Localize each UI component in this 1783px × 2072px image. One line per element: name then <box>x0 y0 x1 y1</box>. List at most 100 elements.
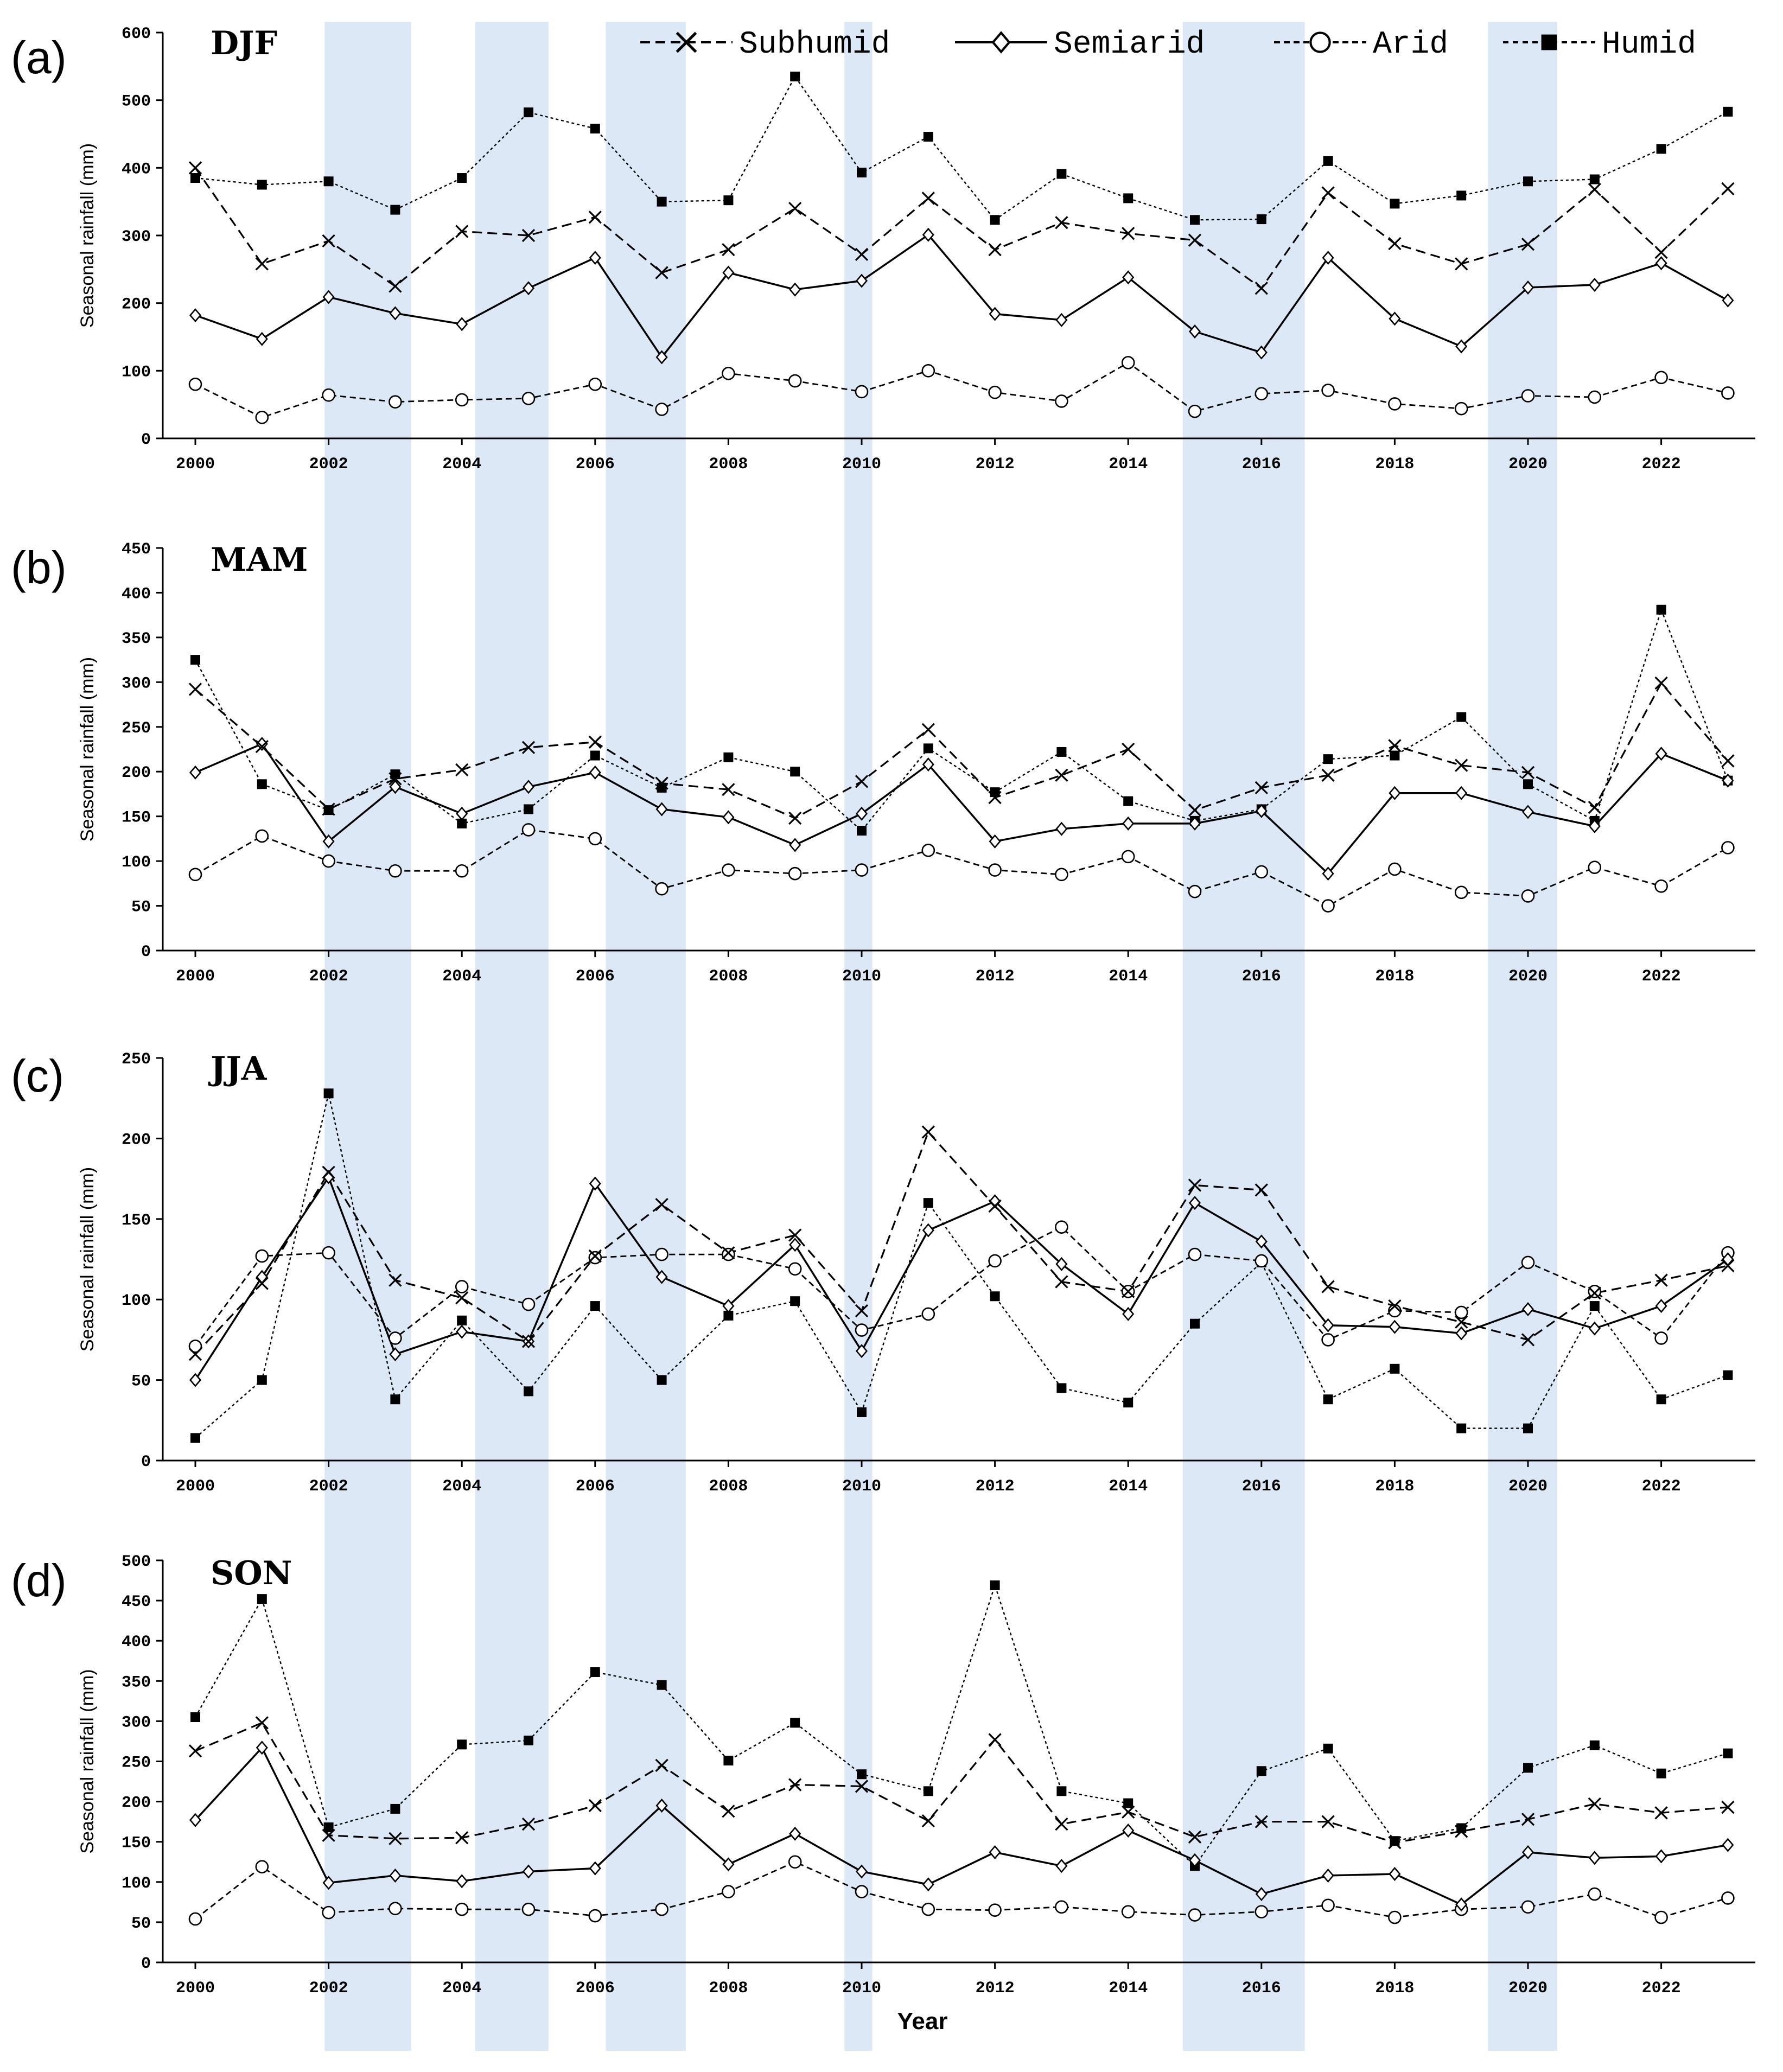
y-tick-label: 100 <box>122 363 151 381</box>
data-point-subhumid <box>1188 233 1202 247</box>
y-tick-label: 50 <box>131 1373 151 1391</box>
data-point-subhumid <box>1521 766 1535 780</box>
x-tick-label: 2022 <box>1642 967 1681 986</box>
data-point-semiarid <box>456 1874 468 1889</box>
data-point-subhumid <box>655 1758 668 1773</box>
data-point-subhumid <box>1055 1275 1068 1289</box>
data-point-semiarid <box>1521 280 1534 295</box>
x-tick-label: 2008 <box>709 967 748 986</box>
data-point-arid <box>722 367 735 380</box>
data-point-humid <box>1390 1836 1400 1846</box>
data-point-semiarid <box>789 1826 801 1841</box>
legend-label-arid: Arid <box>1373 27 1448 62</box>
data-point-subhumid <box>788 811 802 825</box>
data-point-subhumid <box>1721 1259 1735 1273</box>
data-point-subhumid <box>1122 1285 1135 1298</box>
data-point-humid <box>457 1739 467 1750</box>
x-tick-label: 2006 <box>576 1477 615 1496</box>
x-tick-label: 2012 <box>976 967 1015 986</box>
data-point-arid <box>1588 390 1602 404</box>
data-point-arid <box>655 1247 668 1261</box>
data-point-subhumid <box>1055 216 1068 229</box>
data-point-subhumid <box>722 1805 735 1818</box>
data-point-subhumid <box>788 1228 802 1242</box>
data-point-arid <box>322 1246 335 1260</box>
data-point-arid <box>1588 860 1602 874</box>
data-point-semiarid <box>456 317 468 331</box>
data-point-arid <box>1721 841 1735 855</box>
data-point-arid <box>588 1251 602 1265</box>
season-title: SON <box>211 1554 292 1592</box>
data-point-arid <box>1055 1900 1068 1914</box>
data-point-subhumid <box>389 1273 402 1287</box>
x-tick-label: 2006 <box>576 967 615 986</box>
data-point-semiarid <box>855 1864 868 1879</box>
x-tick-label: 2002 <box>309 1477 348 1496</box>
data-point-semiarid <box>855 273 868 288</box>
data-point-humid <box>190 173 200 183</box>
legend-label-humid: Humid <box>1602 27 1696 62</box>
data-point-semiarid <box>722 1857 735 1872</box>
data-point-arid <box>1321 1898 1335 1912</box>
y-tick-label: 250 <box>122 1754 151 1773</box>
series-line-arid <box>195 1861 1728 1920</box>
x-tick-label: 2000 <box>176 455 215 474</box>
x-tick-label: 2016 <box>1242 455 1281 474</box>
data-point-humid <box>524 1386 533 1397</box>
data-point-subhumid <box>1188 1178 1202 1192</box>
highlight-band-2007 <box>606 22 686 2051</box>
panel-label: (d) <box>11 1555 67 1606</box>
data-point-semiarid <box>722 810 735 825</box>
data-point-humid <box>590 1301 600 1311</box>
panel-jja: 0 50 100 150 200 250 2000 2002 2004 2006 2008 2010 2… <box>11 1050 1755 1496</box>
data-point-humid <box>590 750 600 761</box>
x-tick-label: 2018 <box>1375 455 1414 474</box>
data-point-humid <box>1056 169 1067 179</box>
data-point-humid <box>790 1718 800 1728</box>
data-point-arid <box>455 1902 469 1916</box>
data-point-semiarid <box>1455 339 1468 354</box>
data-point-arid <box>188 377 202 391</box>
data-point-subhumid <box>1654 676 1668 690</box>
data-point-humid <box>923 743 933 754</box>
data-point-semiarid <box>1521 1845 1534 1859</box>
data-point-subhumid <box>1188 803 1202 817</box>
data-point-humid <box>723 1310 734 1321</box>
data-point-humid <box>923 1786 933 1796</box>
data-point-arid <box>1188 1247 1202 1261</box>
x-tick-label: 2020 <box>1508 967 1548 986</box>
data-point-humid <box>1523 176 1533 187</box>
data-point-humid <box>390 205 400 215</box>
data-point-subhumid <box>988 1199 1002 1213</box>
data-point-humid <box>1323 1743 1333 1754</box>
data-point-subhumid <box>588 1799 602 1813</box>
data-point-arid <box>655 882 668 896</box>
data-point-subhumid <box>521 741 536 754</box>
data-point-semiarid <box>1389 311 1401 326</box>
data-point-arid <box>389 1331 402 1345</box>
data-point-subhumid <box>389 1832 402 1845</box>
data-point-humid <box>857 826 867 836</box>
y-tick-label: 100 <box>122 1292 151 1310</box>
data-point-arid <box>988 1254 1002 1268</box>
x-tick-label: 2022 <box>1642 455 1681 474</box>
data-point-semiarid <box>655 802 668 817</box>
data-point-humid <box>257 779 267 789</box>
y-tick-label: 0 <box>141 431 151 449</box>
data-point-subhumid <box>1654 246 1668 259</box>
data-point-arid <box>322 1905 335 1920</box>
x-tick-label: 2022 <box>1642 1979 1681 1998</box>
data-point-semiarid <box>1322 1318 1334 1333</box>
data-point-humid <box>857 1407 867 1417</box>
data-point-subhumid <box>588 211 602 224</box>
y-tick-label: 400 <box>122 585 151 603</box>
data-point-arid <box>1721 1891 1735 1905</box>
data-point-arid <box>188 1339 202 1353</box>
data-point-arid <box>389 1902 402 1916</box>
data-point-subhumid <box>188 1744 202 1758</box>
data-point-semiarid <box>456 1324 468 1339</box>
data-point-arid <box>855 1885 869 1898</box>
data-point-subhumid <box>1721 754 1735 768</box>
x-tick-label: 2008 <box>709 1979 748 1998</box>
data-point-arid <box>1454 401 1468 416</box>
